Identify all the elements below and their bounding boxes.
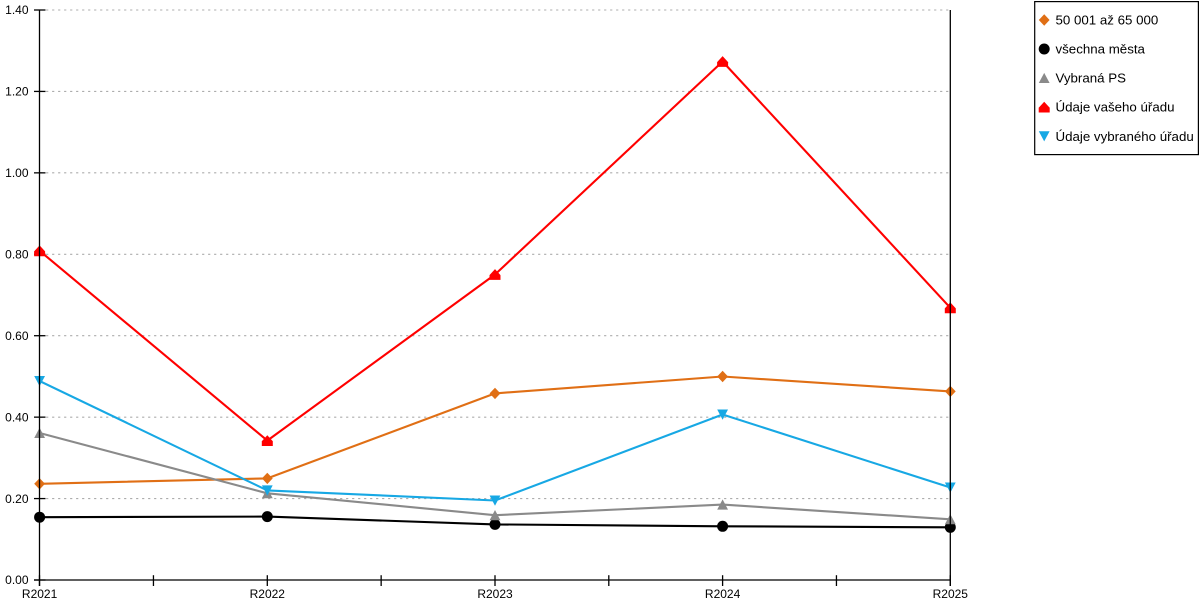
svg-text:50 001 až 65 000: 50 001 až 65 000 — [1056, 13, 1159, 28]
svg-text:1.40: 1.40 — [5, 3, 29, 17]
svg-text:R2025: R2025 — [933, 587, 969, 600]
svg-text:1.00: 1.00 — [5, 166, 29, 180]
svg-text:0.80: 0.80 — [5, 247, 29, 261]
svg-text:Údaje vašeho úřadu: Údaje vašeho úřadu — [1056, 100, 1175, 115]
svg-text:0.40: 0.40 — [5, 410, 29, 424]
svg-text:R2024: R2024 — [705, 587, 741, 600]
svg-text:0.20: 0.20 — [5, 492, 29, 506]
svg-text:0.60: 0.60 — [5, 329, 29, 343]
svg-text:Vybraná PS: Vybraná PS — [1056, 71, 1127, 86]
svg-text:0.00: 0.00 — [5, 573, 29, 587]
svg-text:R2022: R2022 — [250, 587, 286, 600]
svg-text:R2023: R2023 — [477, 587, 513, 600]
svg-text:R2021: R2021 — [22, 587, 58, 600]
svg-text:Údaje vybraného úřadu: Údaje vybraného úřadu — [1056, 129, 1194, 144]
svg-text:1.20: 1.20 — [5, 85, 29, 99]
svg-text:všechna města: všechna města — [1056, 42, 1146, 57]
